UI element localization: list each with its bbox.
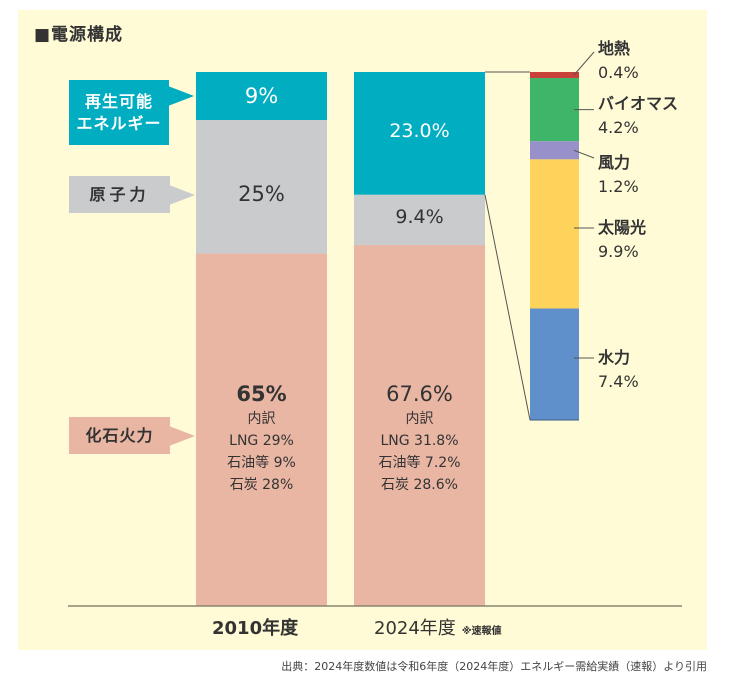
rlabel-hydro: 水力 7.4% — [598, 346, 639, 394]
label-2024-fossil-group: 67.6% 内訳 LNG 31.8% 石油等 7.2% 石炭 28.6% — [354, 380, 485, 496]
breakdown-2010-oil: 石油等 9% — [227, 455, 296, 471]
label-2024-renewable: 23.0% — [389, 120, 450, 142]
bar-2024年度-fossil — [354, 245, 485, 607]
rlabel-wind-value: 1.2% — [598, 177, 639, 196]
breakdown-segment-biomass — [530, 78, 579, 142]
bar-2010年度-nuclear — [196, 120, 327, 254]
rlabel-wind-name: 風力 — [598, 153, 631, 172]
bar-2024年度-nuclear — [354, 194, 485, 246]
breakdown-2024-coal: 石炭 28.6% — [381, 477, 458, 493]
label-2010-nuclear: 25% — [238, 182, 285, 206]
callout-fossil: 化石火力 — [69, 417, 195, 454]
leader-line-geothermal — [573, 51, 595, 76]
connector-line-bottom — [484, 194, 531, 421]
breakdown-2024-lng: LNG 31.8% — [380, 433, 459, 449]
rlabel-geothermal-value: 0.4% — [598, 63, 639, 82]
rlabel-biomass-name: バイオマス — [598, 94, 679, 113]
breakdown-2024-oil: 石油等 7.2% — [378, 455, 461, 471]
breakdown-heading-2024: 内訳 — [405, 411, 434, 427]
leader-line-wind — [573, 149, 595, 159]
callout-nuclear-label: 原子力 — [89, 184, 150, 204]
label-2010-fossil-group: 65% 内訳 LNG 29% 石油等 9% 石炭 28% — [196, 380, 327, 496]
label-2010-fossil: 65% — [236, 382, 287, 406]
callout-arrow-icon — [169, 184, 195, 205]
rlabel-solar-name: 太陽光 — [598, 218, 647, 237]
x-label-2024-note: ※速報値 — [461, 626, 502, 637]
rlabel-hydro-value: 7.4% — [598, 372, 639, 391]
callout-arrow-icon — [168, 85, 194, 106]
label-2024-fossil: 67.6% — [386, 382, 453, 406]
breakdown-segment-solar — [530, 159, 579, 309]
label-2010-renewable: 9% — [244, 84, 279, 108]
bar-2024年度-renewable — [354, 72, 485, 195]
x-label-2010-text: 2010年度 — [212, 618, 299, 639]
x-label-2024: 2024年度 ※速報値 — [374, 614, 502, 640]
source-note: 出典：2024年度数値は令和6年度（2024年度）エネルギー需給実績（速報）より… — [281, 660, 707, 673]
label-2024-nuclear: 9.4% — [395, 206, 444, 228]
callout-fossil-label: 化石火力 — [85, 425, 154, 445]
rlabel-geothermal: 地熱 0.4% — [598, 37, 639, 85]
breakdown-segment-wind — [530, 141, 579, 160]
x-label-2010: 2010年度 — [212, 614, 298, 640]
rlabel-geothermal-name: 地熱 — [598, 39, 631, 58]
callout-nuclear: 原子力 — [69, 176, 195, 213]
callout-renewable: 再生可能 エネルギー — [69, 80, 194, 145]
rlabel-biomass: バイオマス 4.2% — [598, 92, 678, 140]
breakdown-segment-geothermal — [530, 72, 579, 79]
callout-renewable-line2: エネルギー — [76, 113, 162, 133]
callout-arrow-icon — [169, 425, 195, 446]
bar-2010年度-renewable — [196, 72, 327, 121]
chart-title: ■電源構成 — [34, 25, 124, 45]
breakdown-2010-coal: 石炭 28% — [229, 477, 294, 493]
breakdown-segment-hydro — [530, 308, 579, 420]
x-label-2024-text: 2024年度 — [374, 618, 456, 639]
breakdown-heading-2010: 内訳 — [247, 411, 276, 427]
callout-renewable-line1: 再生可能 — [84, 91, 153, 111]
rlabel-hydro-name: 水力 — [598, 348, 631, 367]
rlabel-wind: 風力 1.2% — [598, 151, 639, 199]
rlabel-solar: 太陽光 9.9% — [598, 216, 646, 264]
breakdown-2010-lng: LNG 29% — [229, 433, 294, 449]
rlabel-solar-value: 9.9% — [598, 242, 639, 261]
rlabel-biomass-value: 4.2% — [598, 118, 639, 137]
bar-2010年度-fossil — [196, 253, 327, 606]
